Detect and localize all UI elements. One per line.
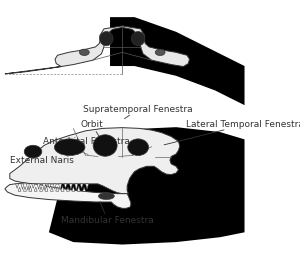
Polygon shape xyxy=(18,187,21,191)
Polygon shape xyxy=(16,184,19,188)
Polygon shape xyxy=(50,187,53,191)
Polygon shape xyxy=(23,187,26,191)
Text: Antorbital Fenestra: Antorbital Fenestra xyxy=(43,137,130,147)
Polygon shape xyxy=(37,184,40,189)
Polygon shape xyxy=(45,186,48,191)
Polygon shape xyxy=(48,184,51,188)
Polygon shape xyxy=(43,184,46,190)
Ellipse shape xyxy=(24,145,42,158)
Polygon shape xyxy=(67,187,69,191)
Polygon shape xyxy=(29,186,32,191)
Text: Supratemporal Fenestra: Supratemporal Fenestra xyxy=(83,105,193,119)
Ellipse shape xyxy=(128,139,148,155)
Ellipse shape xyxy=(54,139,85,155)
Polygon shape xyxy=(80,184,83,188)
Text: Mandibular Fenestra: Mandibular Fenestra xyxy=(61,202,154,225)
Polygon shape xyxy=(21,184,24,189)
Polygon shape xyxy=(56,187,59,191)
Polygon shape xyxy=(64,184,67,188)
Ellipse shape xyxy=(131,31,145,46)
Polygon shape xyxy=(110,17,244,105)
Polygon shape xyxy=(59,184,62,190)
Ellipse shape xyxy=(93,135,117,156)
Polygon shape xyxy=(49,127,244,245)
Polygon shape xyxy=(53,184,56,189)
Text: External Naris: External Naris xyxy=(10,153,74,165)
Polygon shape xyxy=(40,187,43,191)
Ellipse shape xyxy=(155,49,165,55)
Polygon shape xyxy=(10,128,180,194)
Text: Lateral Temporal Fenestra: Lateral Temporal Fenestra xyxy=(164,120,300,145)
Polygon shape xyxy=(69,184,72,189)
Polygon shape xyxy=(5,26,190,74)
Polygon shape xyxy=(5,183,131,208)
Ellipse shape xyxy=(98,193,114,200)
Polygon shape xyxy=(61,186,64,191)
Text: Orbit: Orbit xyxy=(80,120,103,141)
Polygon shape xyxy=(34,187,37,191)
Polygon shape xyxy=(82,187,85,191)
Polygon shape xyxy=(75,184,78,190)
Polygon shape xyxy=(85,184,88,189)
Polygon shape xyxy=(26,184,29,190)
Ellipse shape xyxy=(100,31,113,46)
Ellipse shape xyxy=(80,49,89,55)
Polygon shape xyxy=(72,187,75,191)
Polygon shape xyxy=(32,184,35,188)
Polygon shape xyxy=(77,186,80,191)
